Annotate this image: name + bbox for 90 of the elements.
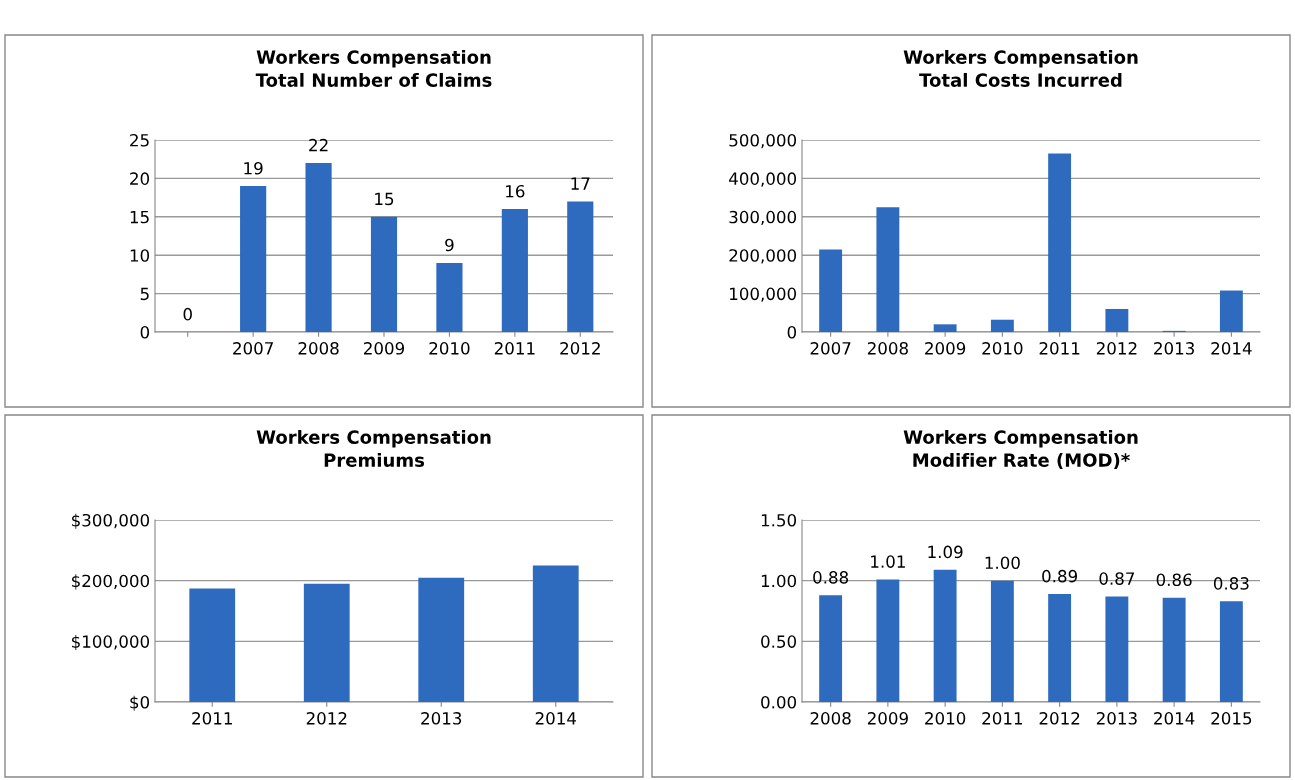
- y-tick-label: 25: [130, 133, 149, 147]
- data-label: 22: [309, 138, 328, 152]
- bar: [532, 565, 579, 702]
- x-tick-label: 2008: [867, 342, 908, 355]
- bar: [418, 577, 465, 702]
- y-tick-label: $200,000: [72, 574, 150, 590]
- data-label: 15: [375, 192, 394, 206]
- bar: [1219, 601, 1243, 702]
- x-tick-label: 2014: [535, 712, 577, 725]
- y-tick-label: 500,000: [729, 133, 797, 149]
- y-tick-label: 0: [140, 325, 150, 339]
- y-tick-label: 15: [130, 210, 149, 224]
- x-tick-label: 2012: [306, 712, 347, 725]
- bar: [1105, 596, 1129, 702]
- y-tick-label: 400,000: [729, 172, 797, 187]
- x-tick-label: 2009: [867, 712, 908, 725]
- bar: [1048, 153, 1072, 332]
- y-tick-label: 5: [140, 287, 149, 301]
- bar: [436, 262, 463, 332]
- x-tick-label: 2011: [192, 712, 232, 725]
- x-tick-label: 2007: [233, 342, 273, 355]
- data-label: 0.83: [1213, 577, 1249, 590]
- x-tick-label: 2012: [1096, 342, 1137, 355]
- x-tick-label: 2010: [925, 712, 966, 725]
- bar: [240, 186, 267, 332]
- data-label: 1.01: [871, 555, 905, 568]
- bar: [303, 583, 350, 702]
- data-label: 0.88: [813, 571, 849, 584]
- x-tick-label: 2015: [1211, 712, 1252, 725]
- y-tick-label: 0.00: [761, 695, 797, 709]
- data-label: 16: [506, 184, 525, 198]
- bar: [990, 580, 1014, 702]
- bar: [1048, 594, 1072, 702]
- bar: [933, 569, 957, 702]
- bar: [189, 588, 236, 702]
- bar: [933, 324, 957, 332]
- bar: [876, 207, 900, 332]
- bar: [876, 579, 900, 702]
- data-label: 1.09: [928, 545, 963, 559]
- y-tick-label: 20: [130, 172, 150, 185]
- data-label: 0: [183, 307, 192, 321]
- x-tick-label: 2008: [298, 342, 339, 355]
- data-label: 17: [571, 177, 590, 190]
- bar: [305, 163, 332, 332]
- x-tick-label: 2010: [429, 342, 470, 355]
- data-label: 0.87: [1099, 572, 1135, 585]
- chart-title: Workers Compensation Modifier Rate (MOD)*: [903, 430, 1138, 470]
- x-tick-label: 2011: [494, 342, 535, 355]
- chart-title: Workers Compensation Total Costs Incurred: [903, 50, 1138, 87]
- x-tick-label: 2013: [1154, 342, 1194, 355]
- bar: [819, 249, 843, 332]
- y-tick-label: 100,000: [730, 287, 797, 302]
- y-tick-label: $100,000: [72, 635, 150, 651]
- y-tick-label: 200,000: [729, 249, 797, 264]
- x-tick-label: 2009: [925, 342, 966, 355]
- bar: [990, 319, 1014, 332]
- x-tick-label: 2007: [810, 342, 851, 355]
- bar: [1219, 290, 1243, 332]
- data-label: 1.00: [985, 556, 1020, 570]
- x-tick-label: 2008: [810, 712, 851, 725]
- bar: [1162, 597, 1186, 702]
- data-label: 9: [445, 238, 454, 252]
- y-tick-label: 0: [787, 325, 797, 339]
- x-tick-label: 2012: [560, 342, 600, 355]
- bar: [370, 216, 398, 332]
- x-tick-label: 2009: [364, 342, 405, 355]
- chart-title: Workers Compensation Premiums: [256, 430, 491, 467]
- y-tick-label: 1.50: [761, 513, 797, 527]
- x-tick-label: 2010: [982, 342, 1023, 355]
- bar: [1105, 308, 1129, 332]
- bar: [819, 595, 843, 702]
- y-tick-label: 0.50: [761, 635, 797, 648]
- x-tick-label: 2011: [982, 712, 1023, 725]
- data-label: 19: [244, 161, 263, 175]
- x-tick-label: 2012: [1039, 712, 1080, 725]
- x-tick-label: 2013: [1096, 712, 1137, 725]
- y-tick-label: 10: [130, 249, 150, 262]
- x-tick-label: 2011: [1039, 342, 1080, 355]
- data-label: 0.86: [1156, 573, 1192, 587]
- y-tick-label: 1.00: [761, 574, 797, 588]
- y-tick-label: $0: [130, 695, 150, 711]
- chart-title: Workers Compensation Total Number of Claims: [255, 50, 492, 87]
- x-tick-label: 2014: [1154, 712, 1195, 725]
- data-label: 0.89: [1042, 569, 1078, 583]
- bar: [501, 209, 528, 332]
- x-tick-label: 2013: [421, 712, 462, 725]
- x-tick-label: 2014: [1211, 342, 1252, 355]
- y-tick-label: 300,000: [729, 210, 797, 226]
- y-tick-label: $300,000: [72, 513, 150, 529]
- bar: [567, 201, 594, 332]
